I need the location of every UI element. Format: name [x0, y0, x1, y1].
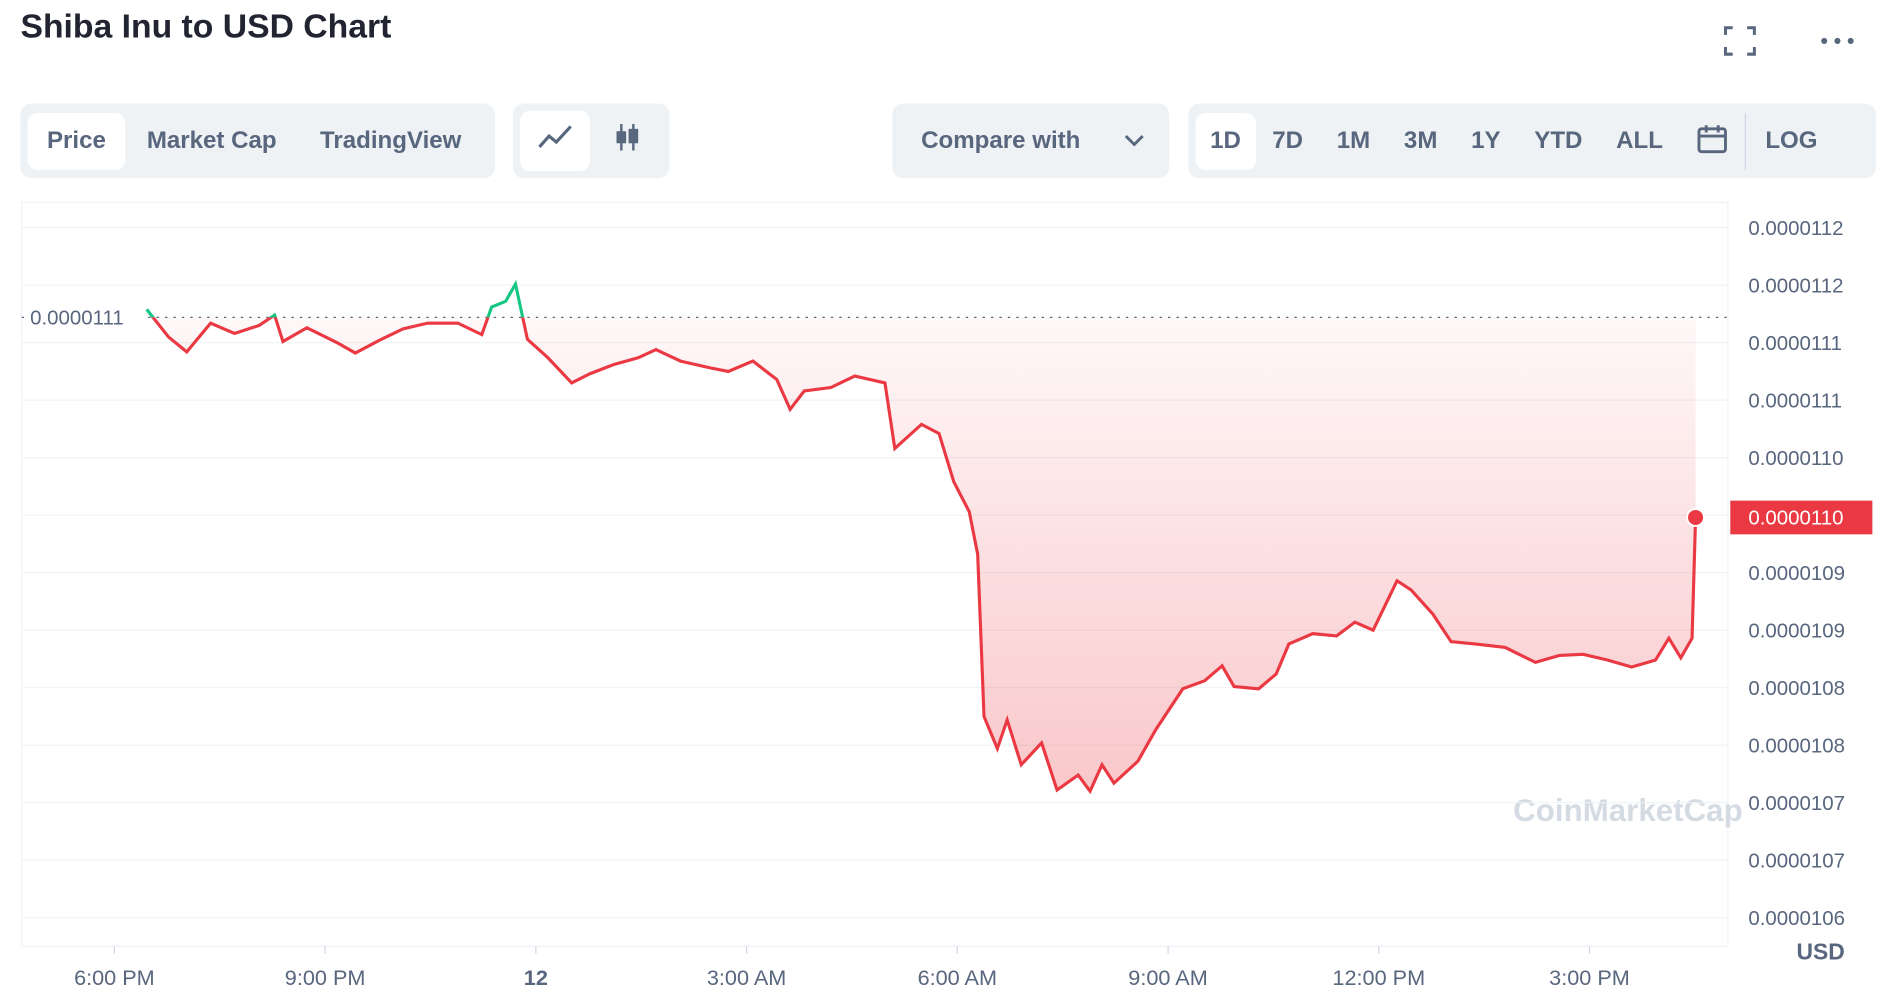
y-tick-label: 0.0000110	[1748, 447, 1843, 470]
currency-label: USD	[1796, 939, 1844, 965]
tab[interactable]: Market Cap	[146, 127, 277, 154]
x-tick-label: 3:00 AM	[707, 965, 786, 990]
x-tick-label: 6:00 AM	[918, 965, 997, 990]
x-tick-label: 12	[524, 965, 548, 990]
compare-dropdown[interactable]: Compare with	[892, 103, 1170, 179]
candle-chart-button[interactable]	[590, 110, 665, 173]
y-tick-label: 0.0000107	[1748, 849, 1845, 872]
reference-label: 0.0000111	[30, 307, 124, 330]
x-tick-label: 3:00 PM	[1549, 965, 1630, 990]
y-tick-label: 0.0000111	[1748, 332, 1842, 355]
range-button[interactable]: ALL	[1616, 127, 1663, 154]
price-line	[151, 317, 1698, 795]
y-tick-label: 0.0000106	[1748, 907, 1845, 930]
y-tick-label: 0.0000107	[1748, 792, 1845, 815]
compare-label: Compare with	[921, 127, 1081, 154]
more-icon[interactable]	[1818, 34, 1857, 48]
tab-group: Price Market Cap TradingView	[20, 103, 495, 179]
tab[interactable]: TradingView	[319, 127, 462, 154]
range-button[interactable]: 3M	[1403, 127, 1438, 154]
log-button[interactable]: LOG	[1765, 127, 1818, 154]
area-fill	[146, 317, 1696, 792]
current-price-label: 0.0000110	[1748, 507, 1843, 530]
y-tick-label: 0.0000108	[1748, 677, 1845, 700]
tab[interactable]: Price	[27, 112, 126, 170]
x-tick-label: 9:00 AM	[1128, 965, 1207, 990]
x-tick-label: 6:00 PM	[74, 965, 155, 990]
chart: CoinMarketCap USD 0.0000112 0.0000112 0.00…	[21, 201, 1873, 990]
range-button[interactable]: 1D	[1195, 112, 1256, 170]
y-tick-label: 0.0000109	[1748, 562, 1845, 585]
y-tick-label: 0.0000112	[1748, 217, 1843, 240]
y-tick-label: 0.0000111	[1748, 389, 1842, 412]
last-point	[1686, 508, 1705, 527]
current-price-badge	[1730, 500, 1873, 535]
range-button[interactable]: 7D	[1272, 127, 1304, 154]
range-button[interactable]: 1Y	[1471, 127, 1501, 154]
range-button[interactable]: YTD	[1534, 127, 1583, 154]
y-tick-label: 0.0000109	[1748, 619, 1845, 642]
x-tick-label: 12:00 PM	[1332, 965, 1425, 990]
y-tick-label: 0.0000108	[1748, 734, 1845, 757]
watermark: CoinMarketCap	[1513, 793, 1743, 828]
range-group: 1D 7D 1M 3M 1Y YTD ALL LOG	[1188, 103, 1876, 179]
page-title: Shiba Inu to USD Chart	[20, 7, 392, 45]
line-chart-button[interactable]	[520, 110, 591, 171]
reference-label-bg	[24, 301, 143, 334]
fullscreen-icon[interactable]	[1722, 24, 1758, 58]
chart-type-group	[512, 103, 670, 179]
plot-frame	[21, 201, 1729, 948]
range-button[interactable]: 1M	[1336, 127, 1371, 154]
calendar-button[interactable]	[1680, 112, 1747, 170]
y-tick-label: 0.0000112	[1748, 274, 1843, 297]
x-tick-label: 9:00 PM	[285, 965, 366, 990]
